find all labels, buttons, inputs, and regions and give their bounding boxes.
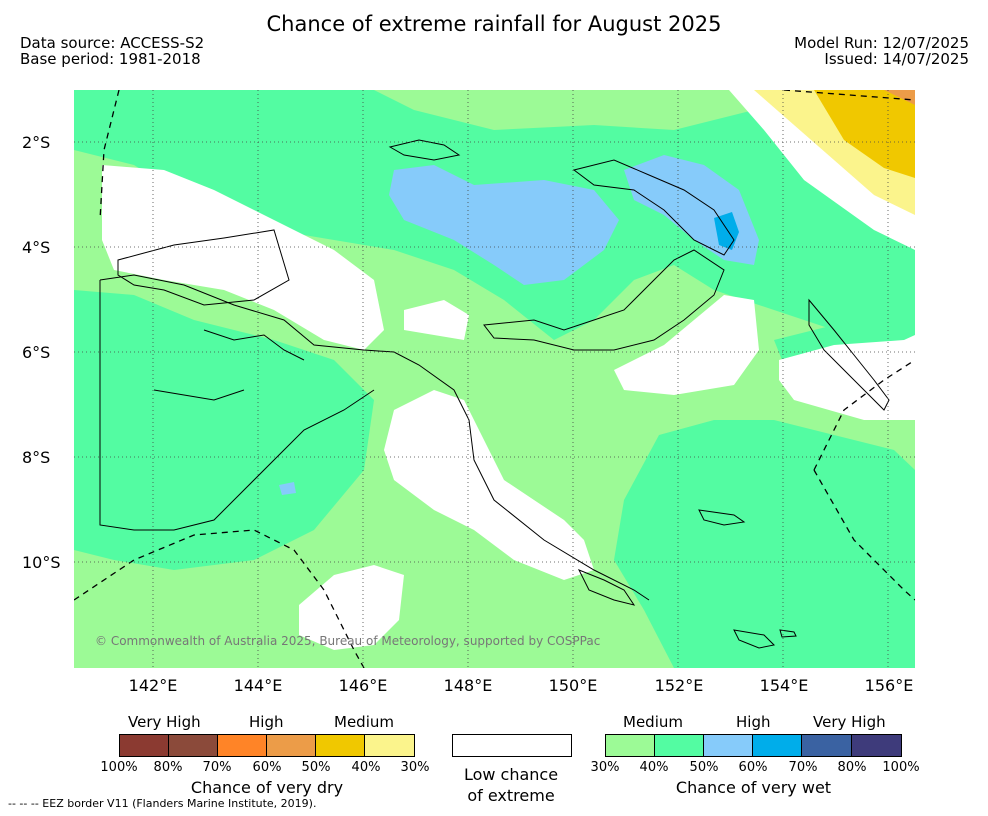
dry-tick-80: 80% <box>153 760 183 775</box>
lat-label-6s: 6°S <box>22 343 51 362</box>
wet-swatch-80-100 <box>851 734 902 757</box>
eez-border-note: -- -- -- EEZ border V11 (Flanders Marine… <box>8 797 317 810</box>
dry-tick-70: 70% <box>202 760 232 775</box>
base-period-text: Base period: 1981-2018 <box>20 50 201 68</box>
low-chance-caption-line2: of extreme <box>467 786 555 805</box>
data-source-text: Data source: ACCESS-S2 <box>20 34 205 52</box>
wet-40-left-band <box>74 290 374 570</box>
dry-swatch-80-100 <box>119 734 169 757</box>
lon-label-156e: 156°E <box>864 676 914 695</box>
map-svg <box>74 90 915 668</box>
issued-text: Issued: 14/07/2025 <box>824 50 969 68</box>
rainfall-map <box>74 90 915 668</box>
dry-tick-50: 50% <box>301 760 331 775</box>
dry-header-very-high: Very High <box>128 713 201 731</box>
dry-tick-100: 100% <box>100 760 138 775</box>
dry-colorbar <box>119 734 415 757</box>
dry-swatch-70-80 <box>168 734 218 757</box>
wet-50-spot-south <box>279 482 296 495</box>
dry-header-medium: Medium <box>334 713 394 731</box>
low-chance-far-east <box>779 335 915 420</box>
wet-tick-80: 80% <box>837 760 867 775</box>
meta-right: Model Run: 12/07/2025 Issued: 14/07/2025 <box>794 35 969 67</box>
low-chance-central <box>384 390 594 580</box>
lon-label-146e: 146°E <box>338 676 388 695</box>
dry-swatch-40-50 <box>315 734 365 757</box>
wet-header-medium: Medium <box>623 713 683 731</box>
wet-40-southeast-band <box>614 420 915 668</box>
wet-tick-50: 50% <box>689 760 719 775</box>
model-run-text: Model Run: 12/07/2025 <box>794 34 969 52</box>
wet-50-area-north <box>389 165 619 285</box>
dry-header-high: High <box>249 713 284 731</box>
dry-colorbar-svg <box>119 734 415 757</box>
lon-label-148e: 148°E <box>443 676 493 695</box>
lat-label-10s: 10°S <box>22 553 61 572</box>
wet-tick-60: 60% <box>738 760 768 775</box>
wet-tick-100: 100% <box>882 760 920 775</box>
wet-tick-70: 70% <box>788 760 818 775</box>
low-chance-caption: Low chance of extreme <box>440 764 582 806</box>
lon-label-154e: 154°E <box>759 676 809 695</box>
dry-tick-60: 60% <box>252 760 282 775</box>
low-chance-south <box>299 565 404 650</box>
dry-swatch-30-40 <box>364 734 415 757</box>
dry-caption: Chance of very dry <box>190 778 344 797</box>
low-chance-caption-line1: Low chance <box>463 765 559 784</box>
dry-50-ne <box>814 90 915 178</box>
lat-label-4s: 4°S <box>22 238 51 257</box>
wet-swatch-30-40 <box>605 734 655 757</box>
map-title: Chance of extreme rainfall for August 20… <box>266 12 722 36</box>
wet-swatch-50-60 <box>703 734 753 757</box>
eez-borders <box>74 90 915 668</box>
wet-colorbar-svg <box>605 734 902 757</box>
copyright-text: © Commonwealth of Australia 2025, Bureau… <box>95 634 601 648</box>
wet-header-high: High <box>736 713 771 731</box>
wet-swatch-70-80 <box>801 734 852 757</box>
low-chance-left <box>102 165 384 350</box>
graticule <box>74 90 915 668</box>
wet-swatch-40-50 <box>654 734 704 757</box>
dry-60-ne <box>884 90 915 105</box>
wet-tick-40: 40% <box>639 760 669 775</box>
lat-label-2s: 2°S <box>22 133 51 152</box>
wet-swatch-60-70 <box>752 734 802 757</box>
wet-header-very-high: Very High <box>813 713 886 731</box>
low-chance-east <box>614 295 759 395</box>
wet-tick-30: 30% <box>590 760 620 775</box>
lat-label-8s: 8°S <box>22 448 51 467</box>
dry-tick-40: 40% <box>351 760 381 775</box>
meta-left: Data source: ACCESS-S2 Base period: 1981… <box>20 35 204 67</box>
lon-label-142e: 142°E <box>128 676 178 695</box>
dry-swatch-60-70 <box>217 734 267 757</box>
wet-60-spot <box>714 212 739 250</box>
lon-label-150e: 150°E <box>548 676 598 695</box>
coastlines <box>99 139 890 649</box>
dry-tick-30: 30% <box>400 760 430 775</box>
wet-colorbar <box>605 734 902 757</box>
wet-caption: Chance of very wet <box>675 778 832 797</box>
low-chance-island-south <box>404 300 469 340</box>
dry-swatch-50-60 <box>266 734 316 757</box>
lon-label-144e: 144°E <box>233 676 283 695</box>
lon-label-152e: 152°E <box>654 676 704 695</box>
low-chance-swatch <box>452 734 572 757</box>
